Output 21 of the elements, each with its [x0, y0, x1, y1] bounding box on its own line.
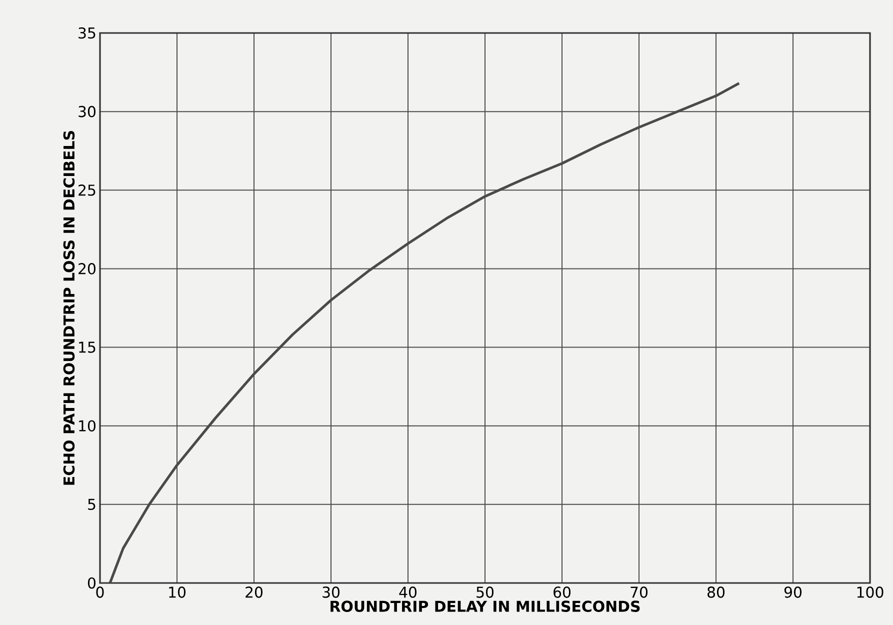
x-axis-title: ROUNDTRIP DELAY IN MILLISECONDS — [330, 600, 640, 612]
x-tick-label: 0 — [96, 586, 104, 598]
x-tick-label: 20 — [246, 586, 263, 598]
x-tick-label: 10 — [169, 586, 186, 598]
y-tick-label: 35 — [78, 27, 96, 39]
y-tick-label: 10 — [79, 420, 96, 432]
x-tick-label: 90 — [784, 586, 802, 598]
y-tick-label: 30 — [78, 106, 96, 118]
y-tick-label: 15 — [79, 342, 96, 353]
x-tick-label: 60 — [554, 586, 571, 598]
x-tick-label: 40 — [399, 586, 417, 598]
y-tick-label: 5 — [88, 498, 96, 510]
x-tick-label: 100 — [857, 586, 884, 598]
y-tick-label: 25 — [78, 184, 96, 196]
y-tick-label: 20 — [78, 263, 96, 274]
x-tick-label: 30 — [322, 586, 340, 598]
x-tick-label: 50 — [476, 586, 494, 598]
x-tick-label: 80 — [708, 586, 725, 598]
x-tick-label: 70 — [630, 586, 648, 598]
y-axis-title: ECHO PATH ROUNDTRIP LOSS IN DECIBELS — [63, 131, 75, 485]
y-tick-label: 0 — [88, 577, 96, 589]
